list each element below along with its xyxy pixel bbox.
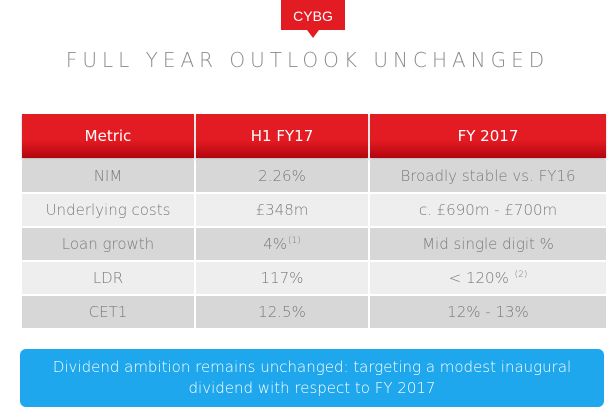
h1-cell: 12.5% — [196, 296, 368, 328]
table-row: Underlying costs £348m c. £690m - £700m — [22, 194, 606, 226]
footnote-marker: (2) — [514, 270, 528, 280]
metric-cell: CET1 — [22, 296, 194, 328]
h1-cell: 4%(1) — [196, 228, 368, 260]
cybg-logo: CYBG — [281, 0, 345, 38]
logo-text: CYBG — [293, 8, 333, 24]
h1-value: 12.5% — [258, 303, 306, 321]
metric-cell: Underlying costs — [22, 194, 194, 226]
table-row: NIM 2.26% Broadly stable vs. FY16 — [22, 160, 606, 192]
table-row: Loan growth 4%(1) Mid single digit % — [22, 228, 606, 260]
table-row: CET1 12.5% 12% - 13% — [22, 296, 606, 328]
h1-cell: 2.26% — [196, 160, 368, 192]
h1-value: 117% — [260, 269, 304, 287]
outlook-table: Metric H1 FY17 FY 2017 NIM 2.26% Broadly… — [20, 112, 608, 330]
fy-value: Broadly stable vs. FY16 — [400, 167, 576, 185]
banner-line-1: Dividend ambition remains unchanged: tar… — [52, 358, 572, 376]
header-fy-2017: FY 2017 — [370, 114, 606, 158]
table-row: LDR 117% < 120% (2) — [22, 262, 606, 294]
fy-value: 12% - 13% — [447, 303, 529, 321]
h1-value: 2.26% — [258, 167, 306, 185]
fy-cell: Broadly stable vs. FY16 — [370, 160, 606, 192]
h1-cell: 117% — [196, 262, 368, 294]
fy-cell: < 120% (2) — [370, 262, 606, 294]
metric-cell: NIM — [22, 160, 194, 192]
table-header-row: Metric H1 FY17 FY 2017 — [22, 114, 606, 158]
fy-cell: Mid single digit % — [370, 228, 606, 260]
dividend-banner: Dividend ambition remains unchanged: tar… — [20, 349, 604, 407]
fy-value: Mid single digit % — [422, 235, 554, 253]
fy-cell: 12% - 13% — [370, 296, 606, 328]
footnote-marker: (1) — [288, 236, 301, 246]
banner-line-2: dividend with respect to FY 2017 — [188, 379, 436, 397]
page-title: FULL YEAR OUTLOOK UNCHANGED — [65, 48, 550, 72]
h1-cell: £348m — [196, 194, 368, 226]
fy-cell: c. £690m - £700m — [370, 194, 606, 226]
metric-cell: LDR — [22, 262, 194, 294]
header-h1-fy17: H1 FY17 — [196, 114, 368, 158]
fy-value: < 120% — [448, 269, 509, 287]
header-metric: Metric — [22, 114, 194, 158]
fy-value: c. £690m - £700m — [418, 201, 558, 219]
h1-value: 4% — [263, 235, 288, 253]
h1-value: £348m — [255, 201, 309, 219]
metric-cell: Loan growth — [22, 228, 194, 260]
